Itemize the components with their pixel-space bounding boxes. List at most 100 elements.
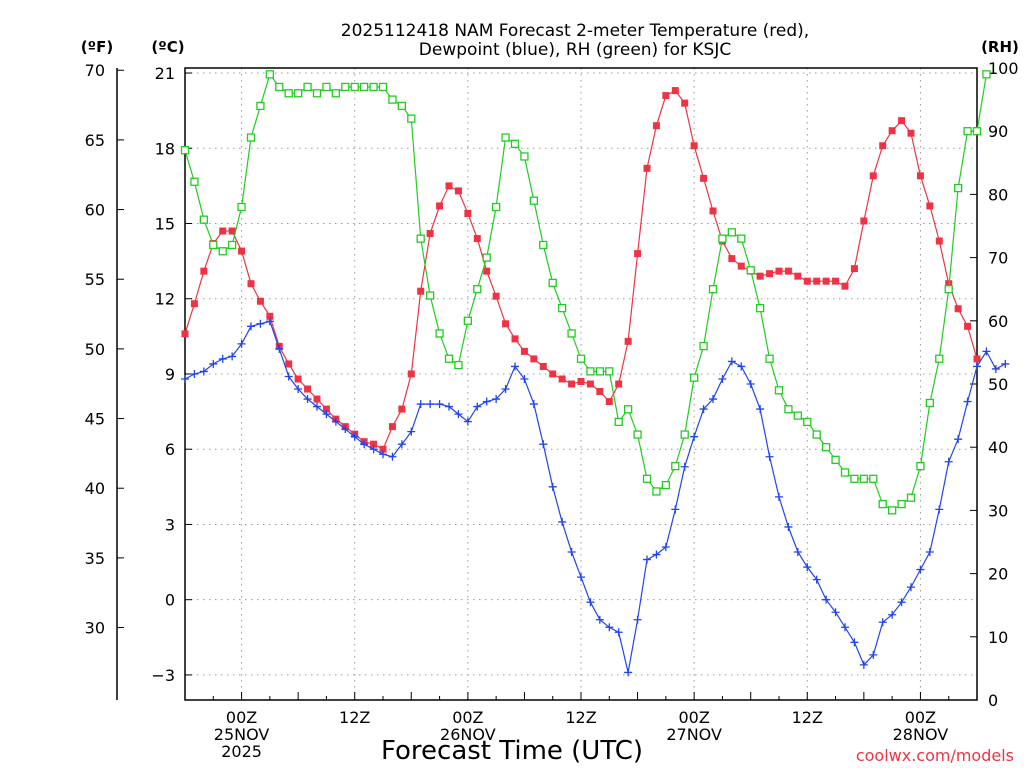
temperature-point: [388, 423, 396, 431]
rh-point: [388, 95, 397, 104]
rh-point: [359, 82, 369, 92]
chart-title: 2025112418 NAM Forecast 2-meter Temperat…: [341, 21, 809, 60]
rh-point: [473, 285, 482, 294]
celsius-axis: 21 18 15 12 9 6 3 0 −3: [151, 64, 192, 685]
rh-point: [407, 114, 416, 123]
rh-point: [416, 234, 425, 243]
rh-point: [963, 127, 972, 136]
dewpoint-point: [416, 400, 425, 409]
rh-point: [746, 266, 755, 275]
rh-point: [935, 354, 944, 363]
temperature-point: [511, 335, 519, 343]
rh-point: [812, 430, 821, 439]
dewpoint-point: [878, 618, 887, 627]
time-tick-label: 00Z: [452, 708, 483, 727]
celsius-tick-label: 6: [165, 440, 175, 459]
rh-tick-label: 30: [988, 501, 1008, 520]
temperature-point: [898, 117, 906, 125]
temperature-point: [916, 172, 924, 180]
dewpoint-point: [275, 344, 284, 353]
temperature-point: [634, 250, 642, 258]
dewpoint-point: [888, 610, 897, 619]
temperature-point: [615, 380, 623, 388]
dewpoint-point: [954, 435, 963, 444]
rh-point: [520, 152, 529, 161]
dewpoint-point: [426, 400, 435, 409]
dewpoint-series: [181, 317, 1010, 677]
celsius-tick-label: 15: [155, 214, 175, 233]
rh-tick-label: 70: [988, 249, 1008, 268]
rh-tick-label: 60: [988, 312, 1008, 331]
rh-tick-label: 100: [988, 59, 1019, 78]
temperature-point: [502, 320, 510, 328]
dewpoint-point: [1001, 359, 1010, 368]
dewpoint-point: [294, 385, 303, 394]
dewpoint-point: [558, 517, 567, 526]
temperature-point: [954, 305, 962, 313]
dewpoint-point: [982, 347, 991, 356]
rh-tick-label: 50: [988, 375, 1008, 394]
rh-point: [605, 367, 614, 376]
rh-unit-label: (RH): [981, 38, 1019, 56]
dewpoint-point: [661, 543, 670, 552]
dewpoint-point: [718, 374, 727, 383]
temperature-point: [596, 388, 604, 396]
rh-point: [859, 474, 869, 483]
rh-point: [557, 304, 567, 313]
fahrenheit-axis: 70 65 60 55 50 45 40 35 30: [85, 61, 124, 700]
rh-point: [180, 146, 190, 155]
rh-point: [699, 341, 708, 351]
temperature-point: [379, 445, 387, 453]
time-tick-label: 12Z: [339, 708, 370, 727]
rh-point: [906, 493, 916, 502]
x-axis-label: Forecast Time (UTC): [381, 736, 643, 766]
rh-point: [567, 329, 576, 338]
fahrenheit-tick-label: 60: [85, 201, 105, 220]
rh-point: [718, 234, 727, 243]
rh-point: [642, 474, 652, 483]
rh-point: [312, 89, 322, 98]
temperature-point: [709, 207, 717, 215]
dewpoint-point: [577, 573, 585, 582]
dewpoint-point: [501, 385, 510, 394]
temperature-point: [228, 227, 236, 235]
dewpoint-point: [709, 395, 717, 404]
temperature-point: [643, 164, 651, 172]
dewpoint-point: [463, 417, 472, 426]
dewpoint-point: [643, 555, 651, 564]
temperature-point: [756, 272, 764, 280]
temperature-point: [907, 129, 915, 137]
rh-point: [425, 291, 435, 300]
temperature-point: [219, 227, 227, 235]
dewpoint-point: [567, 548, 576, 557]
celsius-tick-label: −3: [151, 666, 175, 685]
dewpoint-point: [407, 427, 416, 436]
temperature-point: [568, 380, 576, 388]
dewpoint-point: [991, 364, 1000, 373]
celsius-unit-label: (ºC): [151, 38, 184, 56]
temperature-point: [294, 375, 302, 383]
temperature-point: [256, 297, 264, 305]
time-tick-label: 00Z: [226, 708, 257, 727]
dewpoint-point: [331, 417, 340, 426]
dewpoint-point: [756, 405, 765, 414]
time-tick-label: 00Z: [905, 708, 936, 727]
temperature-point: [822, 277, 830, 285]
rh-point: [209, 240, 218, 250]
temperature-point: [869, 172, 877, 180]
dewpoint-point: [699, 405, 708, 414]
rh-point: [982, 70, 991, 79]
dewpoint-point: [624, 668, 633, 677]
dewpoint-point: [671, 505, 680, 514]
rh-point: [491, 202, 501, 212]
dewpoint-point: [435, 400, 444, 409]
rh-point: [850, 474, 859, 483]
temperature-point: [775, 267, 783, 275]
temperature-point: [700, 174, 708, 182]
dewpoint-point: [445, 402, 453, 411]
rh-point: [878, 499, 887, 509]
fahrenheit-tick-label: 55: [85, 270, 105, 289]
rh-point: [793, 411, 803, 420]
temperature-point: [483, 267, 491, 275]
dewpoint-point: [614, 628, 623, 637]
